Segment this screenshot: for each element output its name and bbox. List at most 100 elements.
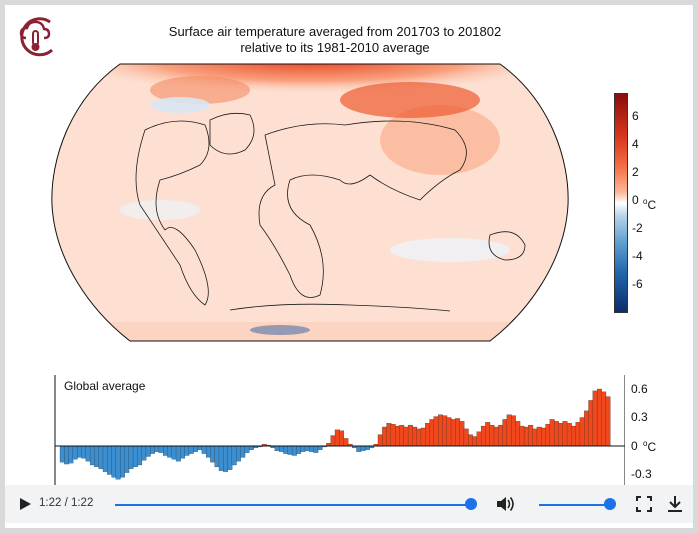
- chart-bar: [218, 445, 224, 471]
- chart-bar: [433, 416, 439, 447]
- download-icon[interactable]: [667, 495, 683, 513]
- chart-bar: [214, 445, 220, 468]
- y-unit: oC: [643, 439, 657, 454]
- chart-bar: [107, 445, 112, 475]
- chart-bar: [390, 424, 396, 447]
- chart-bar: [596, 388, 602, 447]
- chart-bar: [210, 445, 216, 463]
- chart-bar: [489, 424, 495, 447]
- y-tick: 0: [631, 439, 638, 453]
- chart-bar: [412, 426, 418, 447]
- chart-bar: [167, 445, 173, 458]
- chart-bar: [584, 410, 589, 447]
- chart-bar: [205, 445, 211, 458]
- chart-bar: [588, 400, 594, 447]
- y-tick: 0.3: [631, 410, 648, 424]
- colorbar-tick: 4: [632, 137, 639, 151]
- chart-bar: [283, 445, 289, 454]
- chart-bar: [59, 445, 65, 463]
- chart-bar: [425, 423, 430, 447]
- chart-bar: [244, 445, 250, 453]
- chart-bar: [128, 445, 134, 469]
- chart-bar: [334, 429, 340, 447]
- chart-bar: [498, 424, 504, 447]
- chart-bar: [536, 426, 542, 447]
- chart-bar: [317, 445, 323, 450]
- chart-bar: [201, 445, 207, 454]
- chart-bar: [124, 445, 130, 473]
- play-icon[interactable]: [17, 496, 33, 512]
- chart-bar: [81, 445, 87, 459]
- chart-bar: [566, 423, 572, 447]
- progress-handle[interactable]: [465, 498, 477, 510]
- chart-bar: [309, 445, 314, 452]
- chart-bar: [592, 390, 598, 447]
- chart-bar: [395, 425, 400, 447]
- colorbar-unit: oC: [643, 197, 657, 212]
- chart-bar: [545, 424, 551, 447]
- chart-bar: [506, 414, 512, 447]
- chart-bar: [279, 445, 284, 452]
- chart-bar: [476, 431, 482, 447]
- chart-bar: [558, 423, 564, 447]
- chart-bar: [291, 445, 297, 456]
- chart-bar: [450, 419, 456, 447]
- chart-bar: [605, 396, 611, 447]
- chart-bar: [493, 426, 499, 447]
- volume-handle[interactable]: [604, 498, 616, 510]
- chart-bar: [193, 445, 198, 452]
- temperature-anomaly-map: [51, 63, 569, 342]
- chart-bar: [579, 417, 585, 447]
- global-average-chart: [54, 375, 625, 485]
- chart-bar: [562, 421, 568, 447]
- time-display: 1:22 / 1:22: [39, 497, 94, 509]
- colorbar-tick: 0: [632, 193, 639, 207]
- chart-bar: [446, 417, 452, 447]
- fullscreen-icon[interactable]: [636, 496, 652, 512]
- chart-bar: [115, 445, 121, 480]
- chart-bar: [141, 445, 147, 461]
- chart-bar: [377, 434, 383, 447]
- chart-bar: [364, 445, 370, 450]
- chart-bar: [407, 424, 413, 447]
- chart-bar: [274, 445, 280, 451]
- chart-bar: [463, 428, 469, 447]
- chart-bar: [248, 445, 254, 450]
- chart-bar: [137, 445, 143, 466]
- chart-title-line-2: relative to its 1981-2010 average: [240, 40, 430, 55]
- chart-bar: [519, 425, 525, 447]
- colorbar-tick: -2: [632, 221, 643, 235]
- chart-bar: [442, 415, 448, 447]
- chart-bar: [231, 445, 237, 466]
- chart-bar: [403, 426, 409, 447]
- chart-bar: [150, 445, 155, 454]
- chart-bar: [356, 445, 362, 452]
- volume-slider[interactable]: [539, 504, 613, 506]
- chart-bar: [111, 445, 117, 478]
- chart-bar: [158, 445, 164, 453]
- chart-bar: [515, 421, 521, 447]
- chart-bar: [77, 445, 82, 458]
- chart-bar: [360, 445, 366, 451]
- chart-bar: [132, 445, 138, 468]
- y-tick: 0.6: [631, 382, 648, 396]
- progress-bar[interactable]: [115, 504, 471, 506]
- chart-bar: [120, 445, 125, 478]
- chart-bar: [541, 427, 546, 447]
- chart-bar: [420, 427, 426, 447]
- chart-bar: [511, 415, 516, 447]
- colorbar-tick: 6: [632, 109, 639, 123]
- chart-bar: [330, 435, 336, 447]
- chart-bar: [240, 445, 246, 458]
- y-tick: -0.3: [631, 467, 652, 481]
- chart-bar: [575, 422, 581, 447]
- chart-bar: [416, 428, 422, 447]
- chart-bar: [236, 445, 241, 462]
- volume-icon[interactable]: [495, 495, 515, 513]
- chart-bar: [227, 445, 233, 470]
- chart-bar: [472, 436, 478, 447]
- chart-bar: [197, 445, 203, 450]
- chart-bar: [300, 445, 306, 452]
- chart-bar: [68, 445, 74, 464]
- chart-bar: [175, 445, 181, 462]
